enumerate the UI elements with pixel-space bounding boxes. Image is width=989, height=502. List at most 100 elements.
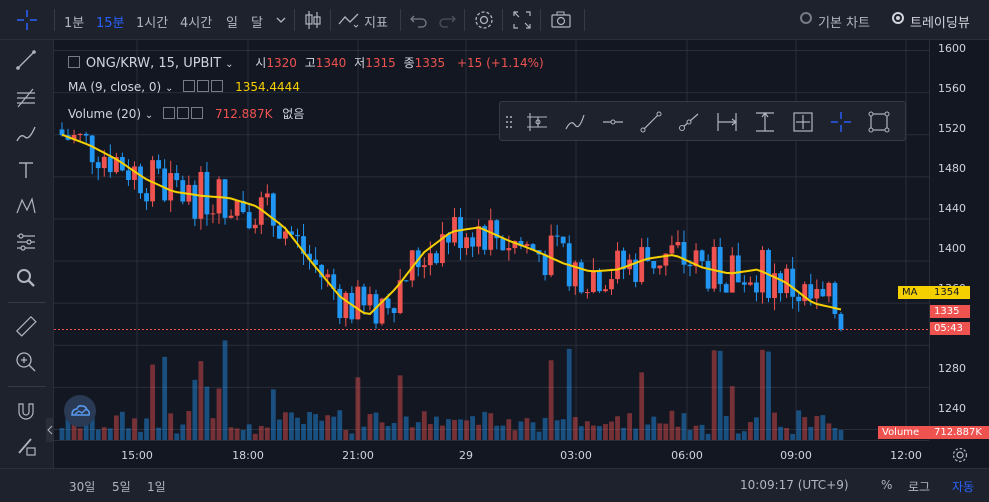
volume-bar — [609, 421, 614, 440]
redo-icon[interactable] — [434, 7, 460, 33]
volume-extra: 없음 — [282, 107, 305, 121]
volume-bar — [270, 389, 276, 440]
candle-body — [397, 280, 403, 313]
chevron-down-icon[interactable]: ⌄ — [225, 59, 234, 70]
candle-body — [597, 270, 602, 292]
settings-gear-icon[interactable] — [471, 7, 497, 33]
volume-bar — [711, 350, 717, 440]
settings-icon[interactable] — [197, 80, 210, 92]
close-label: 종 — [403, 56, 415, 70]
rectangle-icon[interactable] — [866, 109, 892, 135]
lock-pencil-icon[interactable] — [13, 433, 39, 459]
volume-bar — [349, 433, 355, 440]
magnet-icon[interactable] — [13, 398, 39, 424]
crosshair-icon[interactable] — [14, 7, 40, 33]
volume-bar — [597, 426, 602, 440]
candlestick-chart[interactable] — [54, 40, 929, 440]
chevron-down-icon[interactable] — [268, 7, 294, 33]
timeframe-1m[interactable]: 1분 — [64, 16, 85, 31]
volume-value: 712.887K — [214, 107, 273, 121]
candle-body — [252, 224, 258, 229]
horizontal-ray-icon[interactable] — [524, 109, 550, 135]
price-range-icon[interactable] — [752, 109, 778, 135]
percent-toggle[interactable]: % — [881, 478, 893, 492]
settings-icon[interactable] — [177, 107, 190, 119]
basic-chart-label[interactable]: 기본 차트 — [818, 16, 870, 31]
candle-countdown: 05:43 — [930, 322, 970, 335]
close-value: 1335 — [414, 56, 446, 70]
date-price-range-icon[interactable] — [790, 109, 816, 135]
price-axis[interactable]: 1600 1560 1520 1480 1440 1400 1360 1320 … — [929, 40, 989, 440]
radio-basic-chart[interactable] — [800, 12, 812, 24]
volume-label[interactable]: Volume (20) — [68, 107, 142, 121]
chevron-down-icon[interactable]: ⌄ — [144, 110, 154, 121]
close-icon[interactable] — [211, 80, 224, 92]
ray-icon[interactable] — [676, 109, 702, 135]
candle-body — [156, 160, 162, 169]
candlestick-icon[interactable] — [300, 7, 326, 33]
volume-bar — [814, 416, 820, 440]
timeframe-day[interactable]: 일 — [226, 16, 238, 31]
visibility-icon[interactable] — [183, 80, 196, 92]
volume-bar — [228, 427, 234, 440]
collapse-sidebar-button[interactable] — [46, 418, 54, 442]
timeframe-4h[interactable]: 4시간 — [180, 16, 213, 31]
tradingview-logo-icon[interactable] — [64, 395, 96, 427]
volume-bar — [385, 426, 391, 440]
candle-body — [77, 133, 83, 135]
candle-body — [784, 268, 790, 294]
fib-retracement-icon[interactable] — [13, 85, 39, 111]
date-range-icon[interactable] — [714, 109, 740, 135]
camera-icon[interactable] — [548, 7, 574, 33]
brush-icon[interactable] — [13, 121, 39, 147]
indicators-icon[interactable] — [336, 7, 362, 33]
divider — [502, 9, 503, 31]
log-toggle[interactable]: 로그 — [908, 480, 931, 494]
tradingview-label[interactable]: 트레이딩뷰 — [910, 16, 970, 31]
pattern-icon[interactable] — [13, 193, 39, 219]
drag-handle-icon[interactable] — [504, 109, 514, 135]
trend-line-icon[interactable] — [638, 109, 664, 135]
indicators-button[interactable]: 지표 — [364, 16, 388, 31]
range-30d[interactable]: 30일 — [69, 480, 96, 494]
candle-body — [126, 170, 131, 180]
chart-settings-gear-icon[interactable] — [950, 445, 970, 469]
volume-bar — [427, 424, 433, 440]
volume-bar — [802, 417, 808, 440]
volume-bar — [421, 411, 427, 440]
horizontal-line-icon[interactable] — [600, 109, 626, 135]
prediction-icon[interactable] — [13, 229, 39, 255]
candle-body — [276, 225, 282, 239]
undo-icon[interactable] — [406, 7, 432, 33]
cross-line-icon[interactable] — [828, 109, 854, 135]
timeframe-15m[interactable]: 15분 — [96, 16, 125, 31]
auto-toggle[interactable]: 자동 — [952, 480, 975, 494]
fullscreen-icon[interactable] — [509, 7, 535, 33]
volume-bar — [645, 424, 651, 440]
clock[interactable]: 10:09:17 (UTC+9) — [740, 478, 849, 492]
volume-bar — [512, 430, 518, 440]
ruler-icon[interactable] — [13, 313, 39, 339]
brush-icon[interactable] — [562, 109, 588, 135]
timeframe-month[interactable]: 달 — [251, 16, 263, 31]
text-tool-icon[interactable] — [13, 157, 39, 183]
zoom-in-icon[interactable] — [13, 349, 39, 375]
radio-tradingview[interactable] — [892, 12, 904, 24]
price-chart-area[interactable] — [54, 40, 929, 440]
collapse-legend-icon[interactable] — [68, 56, 80, 68]
close-icon[interactable] — [191, 107, 204, 119]
time-axis[interactable]: 15:00 18:00 21:00 29 03:00 06:00 09:00 1… — [54, 440, 929, 468]
chevron-down-icon[interactable]: ⌄ — [165, 83, 174, 94]
candle-body — [542, 254, 548, 276]
candle-body — [421, 265, 427, 268]
symbol-title[interactable]: ONG/KRW, 15, UPBIT — [85, 56, 222, 71]
range-1d[interactable]: 1일 — [147, 480, 166, 494]
volume-bar — [657, 423, 663, 440]
timeframe-1h[interactable]: 1시간 — [136, 16, 169, 31]
time-tick: 12:00 — [890, 449, 922, 462]
ma-label[interactable]: MA (9, close, 0) — [68, 80, 162, 94]
visibility-icon[interactable] — [163, 107, 176, 119]
range-5d[interactable]: 5일 — [112, 480, 131, 494]
zoom-search-icon[interactable] — [13, 265, 39, 291]
trend-line-icon[interactable] — [13, 47, 39, 73]
